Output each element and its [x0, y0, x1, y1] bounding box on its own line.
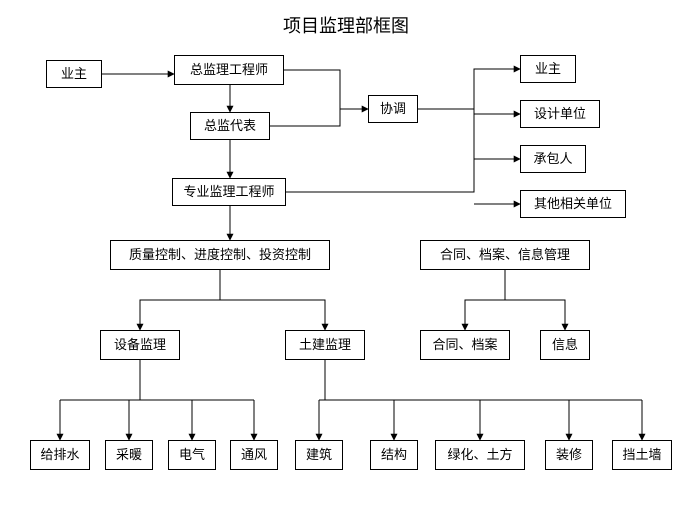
- node-coord: 协调: [368, 95, 418, 123]
- edge-13: [465, 270, 505, 330]
- node-qpc: 质量控制、进度控制、投资控制: [110, 240, 330, 270]
- node-vent: 通风: [230, 440, 278, 470]
- node-decor: 装修: [545, 440, 593, 470]
- edge-1: [284, 70, 368, 109]
- node-design_unit: 设计单位: [520, 100, 600, 128]
- edge-6: [286, 69, 520, 192]
- node-spec_eng: 专业监理工程师: [172, 178, 286, 206]
- node-contract_arch: 合同、档案: [420, 330, 510, 360]
- edge-12: [220, 300, 325, 330]
- node-green: 绿化、土方: [435, 440, 525, 470]
- node-owner_left: 业主: [46, 60, 102, 88]
- node-arch: 建筑: [295, 440, 343, 470]
- node-retain: 挡土墙: [612, 440, 672, 470]
- node-other_unit: 其他相关单位: [520, 190, 626, 218]
- diagram-title: 项目监理部框图: [0, 12, 692, 38]
- node-drainage: 给排水: [30, 440, 90, 470]
- edge-2: [270, 109, 340, 126]
- node-contractor: 承包人: [520, 145, 586, 173]
- node-equip_sup: 设备监理: [100, 330, 180, 360]
- node-struct: 结构: [370, 440, 418, 470]
- node-chief_eng: 总监理工程师: [174, 55, 284, 85]
- node-info: 信息: [540, 330, 590, 360]
- edge-14: [505, 300, 565, 330]
- node-heating: 采暖: [105, 440, 153, 470]
- node-cai: 合同、档案、信息管理: [420, 240, 590, 270]
- diagram-canvas: 项目监理部框图 业主 总监理工程师总监代表 协调 业主设计单位承包人其他相关单位 专业监…: [0, 0, 692, 515]
- node-civil_sup: 土建监理: [285, 330, 365, 360]
- edge-11: [140, 270, 220, 330]
- node-electric: 电气: [168, 440, 216, 470]
- node-deputy: 总监代表: [190, 112, 270, 140]
- node-owner_right: 业主: [520, 55, 576, 83]
